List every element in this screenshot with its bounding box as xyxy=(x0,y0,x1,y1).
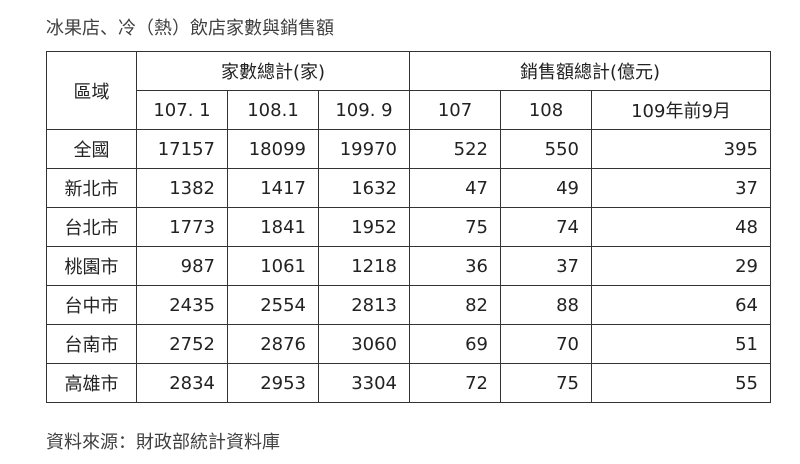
value-cell: 70 xyxy=(500,324,592,364)
value-cell: 49 xyxy=(500,168,592,208)
value-cell: 17157 xyxy=(136,129,228,169)
value-cell: 2876 xyxy=(227,324,319,364)
value-cell: 37 xyxy=(591,168,771,208)
table-row: 台北市 1773 1841 1952 75 74 48 xyxy=(46,207,771,247)
value-cell: 1061 xyxy=(227,246,319,286)
region-cell: 台北市 xyxy=(46,207,137,247)
value-cell: 74 xyxy=(500,207,592,247)
region-cell: 台中市 xyxy=(46,285,137,325)
value-cell: 82 xyxy=(409,285,501,325)
value-cell: 88 xyxy=(500,285,592,325)
value-cell: 1952 xyxy=(318,207,410,247)
table-row: 全國 17157 18099 19970 522 550 395 xyxy=(46,129,771,169)
value-cell: 2554 xyxy=(227,285,319,325)
store-count-group-header: 家數總計(家) xyxy=(136,51,410,91)
value-cell: 37 xyxy=(500,246,592,286)
value-cell: 47 xyxy=(409,168,501,208)
value-cell: 2752 xyxy=(136,324,228,364)
table-row: 高雄市 2834 2953 3304 72 75 55 xyxy=(46,363,771,403)
sales-group-header: 銷售額總計(億元) xyxy=(409,51,771,91)
value-cell: 550 xyxy=(500,129,592,169)
value-cell: 36 xyxy=(409,246,501,286)
value-cell: 1382 xyxy=(136,168,228,208)
value-cell: 987 xyxy=(136,246,228,286)
value-cell: 1632 xyxy=(318,168,410,208)
table-row: 桃園市 987 1061 1218 36 37 29 xyxy=(46,246,771,286)
region-cell: 全國 xyxy=(46,129,137,169)
page-title: 冰果店、冷（熱）飲店家數與銷售額 xyxy=(46,18,334,39)
value-cell: 51 xyxy=(591,324,771,364)
table-row: 新北市 1382 1417 1632 47 49 37 xyxy=(46,168,771,208)
value-cell: 2435 xyxy=(136,285,228,325)
value-cell: 69 xyxy=(409,324,501,364)
region-cell: 桃園市 xyxy=(46,246,137,286)
period-header: 107. 1 xyxy=(136,90,228,130)
value-cell: 29 xyxy=(591,246,771,286)
period-header: 109. 9 xyxy=(318,90,410,130)
value-cell: 2834 xyxy=(136,363,228,403)
region-column-header: 區域 xyxy=(46,51,137,130)
value-cell: 75 xyxy=(500,363,592,403)
value-cell: 3304 xyxy=(318,363,410,403)
period-header: 108.1 xyxy=(227,90,319,130)
value-cell: 1417 xyxy=(227,168,319,208)
value-cell: 1773 xyxy=(136,207,228,247)
value-cell: 1841 xyxy=(227,207,319,247)
value-cell: 55 xyxy=(591,363,771,403)
table-row: 台中市 2435 2554 2813 82 88 64 xyxy=(46,285,771,325)
value-cell: 395 xyxy=(591,129,771,169)
region-cell: 新北市 xyxy=(46,168,137,208)
store-sales-table: 區域 家數總計(家) 銷售額總計(億元) 107. 1 108.1 109. 9… xyxy=(46,51,771,403)
header-row-groups: 區域 家數總計(家) 銷售額總計(億元) xyxy=(46,51,771,130)
source-note: 資料來源：財政部統計資料庫 xyxy=(46,432,280,453)
value-cell: 2813 xyxy=(318,285,410,325)
period-header: 108 xyxy=(500,90,592,130)
value-cell: 3060 xyxy=(318,324,410,364)
value-cell: 72 xyxy=(409,363,501,403)
value-cell: 75 xyxy=(409,207,501,247)
value-cell: 19970 xyxy=(318,129,410,169)
region-cell: 台南市 xyxy=(46,324,137,364)
value-cell: 48 xyxy=(591,207,771,247)
table-row: 台南市 2752 2876 3060 69 70 51 xyxy=(46,324,771,364)
value-cell: 522 xyxy=(409,129,501,169)
value-cell: 64 xyxy=(591,285,771,325)
header-row-periods: 107. 1 108.1 109. 9 107 108 109年前9月 xyxy=(47,90,771,130)
period-header: 107 xyxy=(409,90,501,130)
region-cell: 高雄市 xyxy=(46,363,137,403)
period-header: 109年前9月 xyxy=(591,90,771,130)
value-cell: 18099 xyxy=(227,129,319,169)
value-cell: 1218 xyxy=(318,246,410,286)
value-cell: 2953 xyxy=(227,363,319,403)
